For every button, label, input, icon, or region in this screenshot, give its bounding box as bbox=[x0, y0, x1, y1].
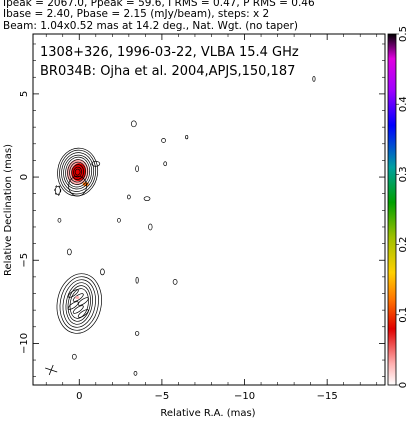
jet-substructure bbox=[72, 305, 84, 314]
x-tick-label: −10 bbox=[234, 391, 255, 402]
noise-contour bbox=[100, 268, 105, 276]
header-line-3: Beam: 1.04x0.52 mas at 14.2 deg., Nat. W… bbox=[3, 20, 298, 32]
colorbar-tick-label: 0.2 bbox=[398, 237, 409, 253]
noise-contour bbox=[91, 160, 101, 167]
core-contour bbox=[69, 161, 87, 183]
x-tick-label: 0 bbox=[76, 391, 82, 402]
tick-group: 0 −5 −10 −15 5 0 −5 −10 bbox=[19, 34, 385, 402]
colorbar-tick-label: 0.1 bbox=[398, 307, 409, 323]
noise-contour bbox=[130, 120, 137, 128]
colorbar-tick-label: 0 bbox=[398, 382, 409, 388]
plot-subtitle: BR034B: Ojha et al. 2004,APJS,150,187 bbox=[40, 64, 295, 79]
noise-contour bbox=[135, 276, 139, 284]
noise-contour bbox=[161, 138, 166, 143]
jet-contour bbox=[59, 276, 99, 331]
colorbar-ticks: 0 0.1 0.2 0.3 0.4 0.5 bbox=[396, 26, 409, 388]
noise-contour bbox=[54, 186, 61, 195]
core-contour bbox=[73, 166, 82, 178]
noise-contour bbox=[185, 134, 189, 140]
header-line-2: Ibase = 2.40, Pbase = 2.15 (mJy/beam), s… bbox=[3, 8, 270, 20]
core-contour bbox=[61, 152, 95, 192]
core-contour bbox=[57, 147, 99, 197]
core-contour bbox=[63, 154, 93, 190]
noise-contour bbox=[133, 371, 138, 376]
colorbar-tick-label: 0.4 bbox=[398, 96, 409, 112]
noise-contour bbox=[71, 353, 77, 360]
noise-contour bbox=[117, 217, 121, 223]
noise-contour bbox=[143, 196, 151, 202]
core-contour bbox=[71, 164, 85, 180]
core-contour bbox=[68, 175, 87, 197]
y-axis-label: Relative Declination (mas) bbox=[3, 144, 14, 276]
colorbar-tick-label: 0.5 bbox=[398, 26, 409, 42]
colorbar-tick-label: 0.3 bbox=[398, 166, 409, 182]
plot-title: 1308+326, 1996-03-22, VLBA 15.4 GHz bbox=[40, 45, 299, 60]
negative-contour bbox=[54, 185, 62, 196]
colorbar bbox=[387, 33, 397, 386]
y-tick-label: 0 bbox=[19, 174, 30, 180]
jet-contour bbox=[69, 288, 89, 319]
noise-contour bbox=[163, 161, 168, 167]
jet-contour bbox=[67, 285, 91, 322]
noise-contour bbox=[312, 76, 316, 82]
x-tick-label: −5 bbox=[155, 391, 170, 402]
noise-contour bbox=[148, 223, 153, 231]
noise-contour bbox=[134, 331, 140, 336]
noise-contour bbox=[67, 248, 72, 256]
beam-minor-axis bbox=[48, 364, 54, 376]
core-contour bbox=[74, 168, 81, 176]
core-contour bbox=[65, 156, 91, 188]
x-axis-label: Relative R.A. (mas) bbox=[160, 408, 255, 419]
jet-substructure bbox=[77, 297, 89, 306]
y-tick-label: 5 bbox=[19, 91, 30, 97]
plot-frame bbox=[32, 33, 386, 386]
header-line-1: Ipeak = 2067.0, Ppeak = 59.6, I RMS = 0.… bbox=[3, 0, 315, 9]
contour-group bbox=[45, 76, 316, 376]
noise-contour bbox=[172, 279, 178, 285]
jet-contour bbox=[65, 282, 93, 325]
jet-contour bbox=[62, 279, 96, 328]
jet-substructure bbox=[72, 293, 84, 302]
jet-substructure bbox=[67, 301, 79, 310]
jet-polarization-spot bbox=[75, 295, 80, 299]
noise-contour bbox=[57, 217, 62, 223]
y-tick-label: −10 bbox=[19, 333, 30, 354]
noise-contour bbox=[135, 165, 139, 173]
x-tick-label: −15 bbox=[317, 391, 338, 402]
noise-contour bbox=[126, 194, 131, 200]
jet-substructure bbox=[77, 309, 89, 318]
y-tick-label: −5 bbox=[19, 253, 30, 268]
core-contour bbox=[59, 149, 97, 195]
core-polarization-spot bbox=[82, 182, 89, 187]
jet-contour bbox=[56, 273, 102, 334]
core-contour bbox=[67, 159, 89, 185]
jet-substructure bbox=[67, 289, 79, 298]
